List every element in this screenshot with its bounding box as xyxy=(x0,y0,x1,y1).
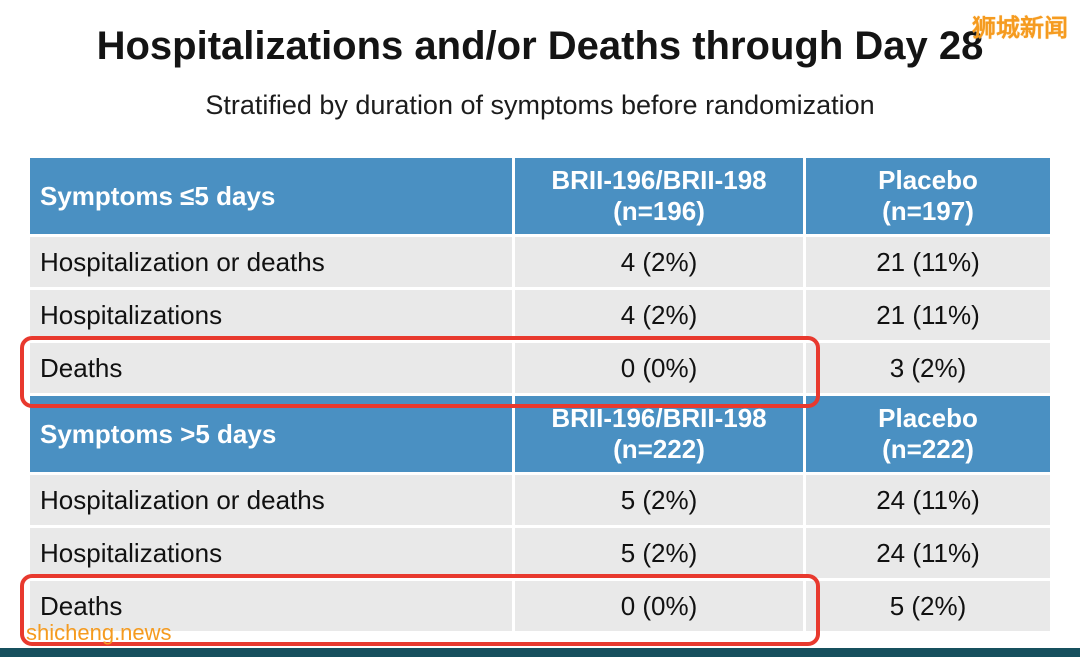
footer-bar xyxy=(0,648,1080,657)
row-treatment-value: 5 (2%) xyxy=(515,475,803,525)
row-treatment-value: 4 (2%) xyxy=(515,237,803,287)
placebo-arm-name: Placebo xyxy=(878,164,978,195)
row-label: Hospitalizations xyxy=(30,290,512,340)
treatment-arm-name: BRII-196/BRII-198 xyxy=(551,164,767,195)
watermark-bottom-left: shicheng.news xyxy=(26,620,172,645)
page-subtitle: Stratified by duration of symptoms befor… xyxy=(205,90,875,120)
section2-header-placebo: Placebo (n=222) xyxy=(806,396,1050,472)
row-label: Hospitalizations xyxy=(30,528,512,578)
section2-header-treatment: BRII-196/BRII-198 (n=222) xyxy=(515,396,803,472)
placebo-arm-n: (n=222) xyxy=(882,434,974,464)
watermark-top-right: 狮城新闻 xyxy=(972,15,1068,42)
row-placebo-value: 3 (2%) xyxy=(806,343,1050,393)
section1-header-placebo: Placebo (n=197) xyxy=(806,158,1050,234)
row-treatment-value: 0 (0%) xyxy=(515,581,803,631)
treatment-arm-n: (n=196) xyxy=(613,196,705,226)
row-placebo-value: 21 (11%) xyxy=(806,290,1050,340)
treatment-arm-n: (n=222) xyxy=(613,434,705,464)
row-treatment-value: 0 (0%) xyxy=(515,343,803,393)
treatment-arm-name: BRII-196/BRII-198 xyxy=(551,402,767,433)
section1-header-treatment: BRII-196/BRII-198 (n=196) xyxy=(515,158,803,234)
row-placebo-value: 24 (11%) xyxy=(806,528,1050,578)
results-table: Symptoms ≤5 days BRII-196/BRII-198 (n=19… xyxy=(30,158,1050,631)
section1-header-label: Symptoms ≤5 days xyxy=(30,158,512,234)
row-label: Hospitalization or deaths xyxy=(30,237,512,287)
row-treatment-value: 4 (2%) xyxy=(515,290,803,340)
row-placebo-value: 5 (2%) xyxy=(806,581,1050,631)
row-placebo-value: 24 (11%) xyxy=(806,475,1050,525)
page-title: Hospitalizations and/or Deaths through D… xyxy=(96,24,984,68)
row-treatment-value: 5 (2%) xyxy=(515,528,803,578)
placebo-arm-n: (n=197) xyxy=(882,196,974,226)
row-label-deaths: Deaths xyxy=(30,581,512,631)
row-placebo-value: 21 (11%) xyxy=(806,237,1050,287)
placebo-arm-name: Placebo xyxy=(878,402,978,433)
section2-header-label: Symptoms >5 days xyxy=(30,396,512,472)
row-label-deaths: Deaths xyxy=(30,343,512,393)
row-label: Hospitalization or deaths xyxy=(30,475,512,525)
